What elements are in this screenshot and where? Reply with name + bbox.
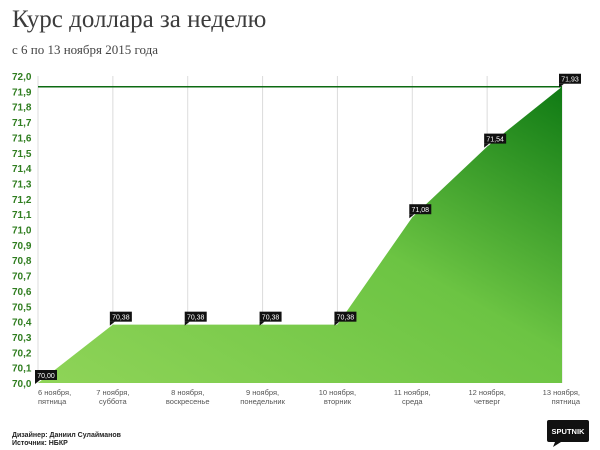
y-tick-label: 70,7 xyxy=(12,272,32,283)
y-tick-label: 71,1 xyxy=(12,210,32,221)
logo-text: SPUTNIK xyxy=(552,427,586,436)
y-tick-label: 71,4 xyxy=(12,164,32,175)
data-label-pointer xyxy=(184,321,190,326)
x-tick-label: 10 ноября, вторник xyxy=(319,388,356,406)
y-tick-label: 71,6 xyxy=(12,133,32,144)
y-tick-label: 71,3 xyxy=(12,179,32,190)
data-label-pointer xyxy=(334,321,340,326)
y-tick-label: 71,7 xyxy=(12,118,32,129)
y-tick-label: 71,2 xyxy=(12,195,32,206)
sputnik-logo-icon: SPUTNIK xyxy=(547,420,589,447)
data-label: 71,08 xyxy=(412,207,430,214)
data-label: 70,38 xyxy=(262,315,280,322)
y-tick-label: 70,1 xyxy=(12,364,32,375)
credits: Дизайнер: Даниил Сулайманов Источник: НБ… xyxy=(12,432,121,448)
data-label-box xyxy=(35,370,57,380)
data-label-pointer xyxy=(559,83,564,88)
x-tick-label: 8 ноября, воскресенье xyxy=(166,388,210,406)
source-credit: Источник: НБКР xyxy=(12,440,68,447)
area-series xyxy=(38,86,562,384)
y-tick-label: 70,8 xyxy=(12,256,32,267)
y-tick-label: 70,6 xyxy=(12,287,32,298)
y-tick-label: 71,9 xyxy=(12,87,32,98)
data-label-box xyxy=(409,204,432,215)
data-label-box xyxy=(259,311,282,322)
y-tick-label: 70,9 xyxy=(12,241,32,252)
y-tick-label: 72,0 xyxy=(12,72,32,83)
data-label: 71,93 xyxy=(561,77,579,84)
chart-title: Курс доллара за неделю xyxy=(12,6,267,33)
data-label: 70,38 xyxy=(337,315,355,322)
data-label-box xyxy=(109,311,132,322)
data-label-pointer xyxy=(259,321,265,326)
chart-subtitle: с 6 по 13 ноября 2015 года xyxy=(12,42,159,57)
x-tick-label: 9 ноября, понедельник xyxy=(240,388,285,406)
y-tick-label: 70,5 xyxy=(12,302,32,313)
data-label: 70,00 xyxy=(37,373,55,380)
x-tick-label: 6 ноября, пятница xyxy=(38,388,71,406)
data-label: 70,38 xyxy=(187,315,205,322)
data-label: 70,38 xyxy=(112,315,130,322)
data-label-pointer xyxy=(484,143,490,148)
y-tick-label: 70,3 xyxy=(12,333,32,344)
data-label-box xyxy=(559,73,581,84)
data-label-box xyxy=(184,311,207,322)
y-tick-label: 71,8 xyxy=(12,103,32,114)
y-tick-label: 70,0 xyxy=(12,379,32,390)
x-tick-label: 7 ноября, суббота xyxy=(96,388,129,406)
y-tick-label: 71,0 xyxy=(12,226,32,237)
y-tick-label: 70,2 xyxy=(12,348,32,359)
x-tick-label: 13 ноября, пятница xyxy=(543,388,581,406)
data-label-pointer xyxy=(409,214,415,219)
data-label-box xyxy=(484,133,507,144)
data-label: 71,54 xyxy=(486,137,504,144)
y-tick-label: 71,5 xyxy=(12,149,32,160)
designer-credit: Дизайнер: Даниил Сулайманов xyxy=(12,432,121,439)
x-tick-label: 12 ноября, четверг xyxy=(468,388,505,406)
data-label-pointer xyxy=(109,321,115,326)
data-label-pointer xyxy=(35,380,40,384)
data-label-box xyxy=(334,311,357,322)
x-tick-label: 11 ноября, среда xyxy=(394,388,431,406)
y-tick-label: 70,4 xyxy=(12,318,32,329)
